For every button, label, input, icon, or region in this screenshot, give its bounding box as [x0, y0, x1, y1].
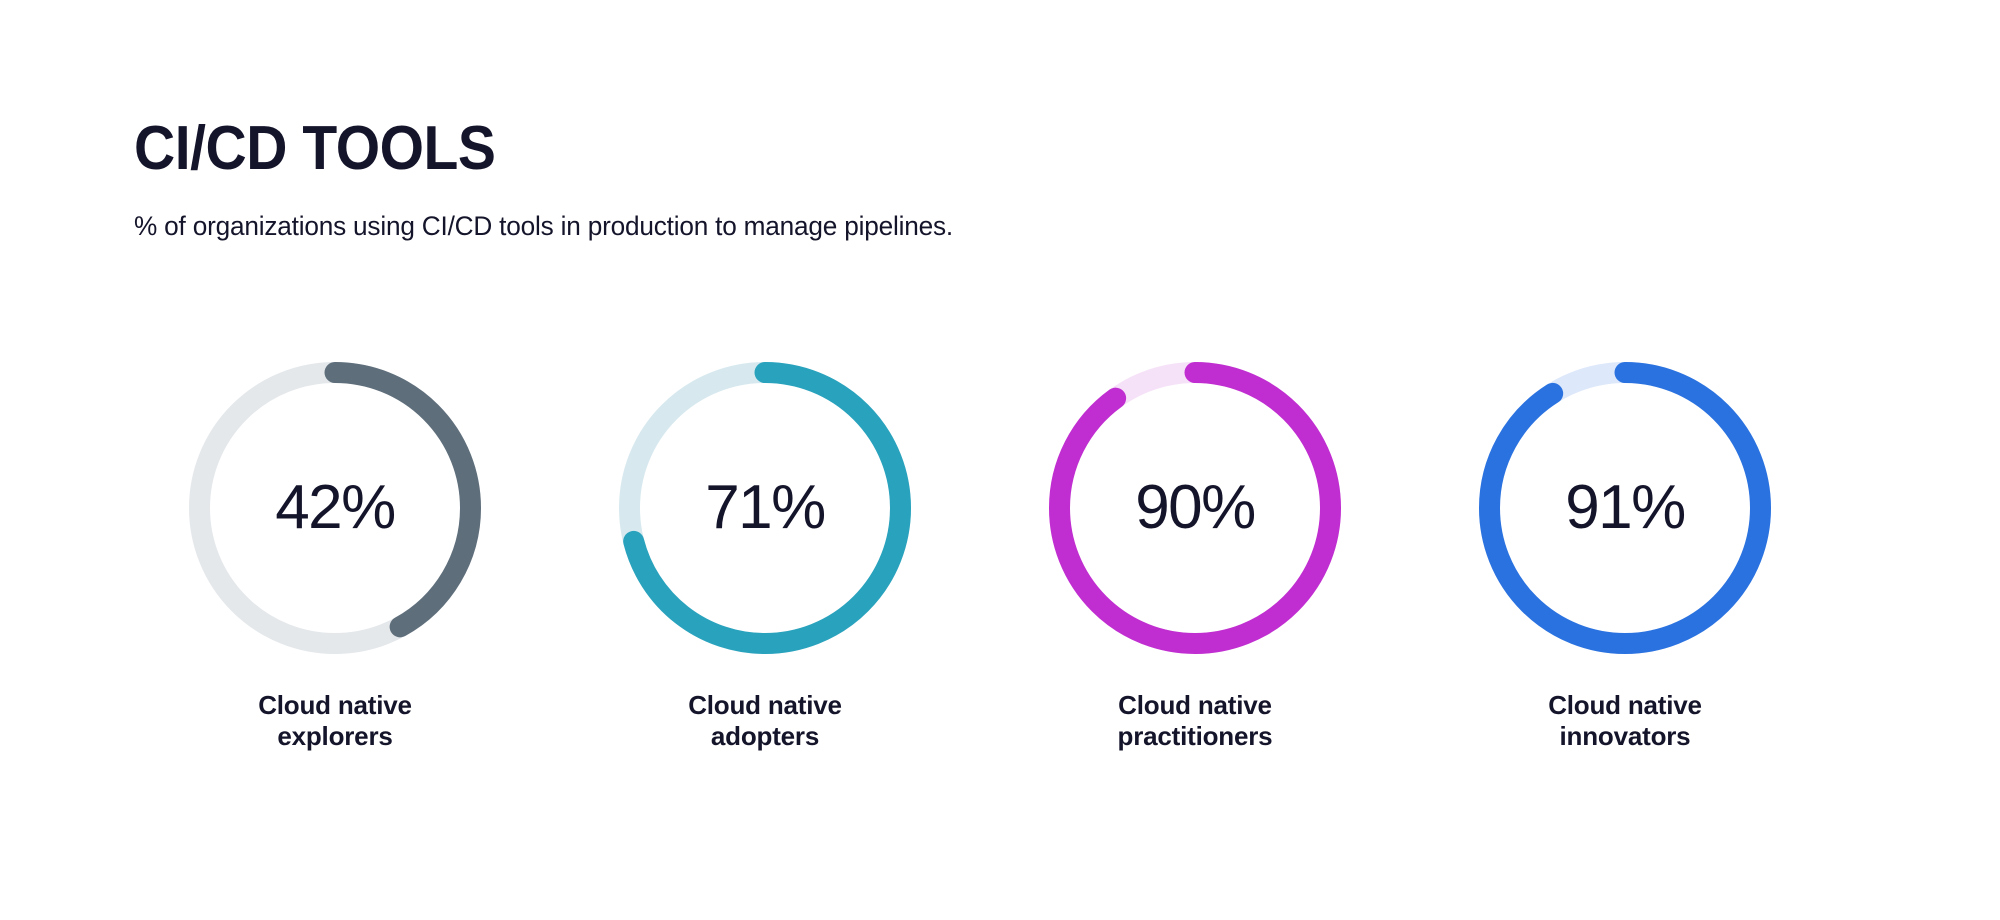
donut-value-arc: [619, 362, 911, 654]
donut-gauge: 42%: [175, 348, 495, 668]
donut-gauge-svg: [1049, 362, 1341, 654]
page-title: CI/CD TOOLS: [134, 114, 496, 183]
gauge-value-text: 91%: [1565, 473, 1686, 542]
gauge-category-label: Cloud native practitioners: [1118, 690, 1273, 751]
donut-gauge-svg: [1479, 362, 1771, 654]
donut-gauge-svg: [619, 362, 911, 654]
gauge-cell: 90% Cloud native practitioners: [980, 348, 1410, 751]
gauge-value-text: 90%: [1135, 473, 1256, 542]
gauge-label-line2: practitioners: [1117, 720, 1273, 751]
donut-gauge-row: 42% Cloud native explorers 71% Cloud native a…: [120, 348, 1880, 751]
gauge-label-line1: Cloud native: [688, 690, 842, 720]
gauge-cell: 42% Cloud native explorers: [120, 348, 550, 751]
gauge-label-line1: Cloud native: [1118, 690, 1272, 720]
donut-gauge: 71%: [605, 348, 925, 668]
page-subtitle: % of organizations using CI/CD tools in …: [134, 211, 953, 241]
gauge-category-label: Cloud native adopters: [688, 690, 842, 751]
gauge-label-line1: Cloud native: [1548, 690, 1702, 720]
donut-value-arc: [1479, 362, 1771, 654]
gauge-label-line2: adopters: [710, 720, 820, 751]
gauge-value-text: 42%: [275, 473, 396, 542]
gauge-category-label: Cloud native innovators: [1548, 690, 1702, 751]
donut-gauge: 91%: [1465, 348, 1785, 668]
header: CI/CD TOOLS % of organizations using CI/…: [134, 118, 1834, 242]
gauge-cell: 71% Cloud native adopters: [550, 348, 980, 751]
donut-value-arc: [1049, 362, 1341, 654]
donut-value-arc: [189, 362, 481, 654]
gauge-label-line2: innovators: [1559, 720, 1691, 751]
gauge-value-text: 71%: [705, 473, 826, 542]
donut-gauge-svg: [189, 362, 481, 654]
gauge-label-line1: Cloud native: [258, 690, 412, 720]
gauge-label-line2: explorers: [277, 720, 393, 751]
donut-gauge: 90%: [1035, 348, 1355, 668]
gauge-cell: 91% Cloud native innovators: [1410, 348, 1840, 751]
gauge-category-label: Cloud native explorers: [258, 690, 412, 751]
